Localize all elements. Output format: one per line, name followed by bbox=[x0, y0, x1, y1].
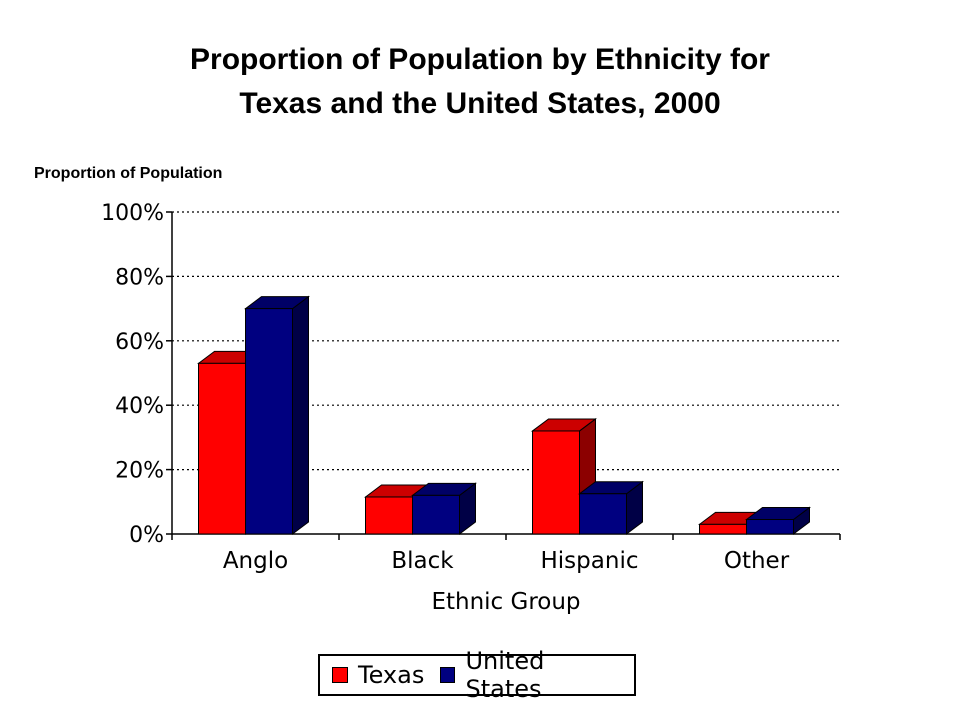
legend-label-texas: Texas bbox=[358, 661, 425, 689]
x-tick-label: Anglo bbox=[223, 548, 288, 574]
bar-united-states-black bbox=[412, 494, 460, 535]
x-tick-label: Black bbox=[391, 548, 454, 574]
y-tick-label: 100% bbox=[101, 201, 164, 226]
bar-united-states-other bbox=[746, 519, 794, 535]
y-tick-label: 40% bbox=[115, 394, 164, 419]
x-axis-label: Ethnic Group bbox=[431, 589, 580, 615]
y-tick-label: 80% bbox=[115, 265, 164, 290]
legend-swatch-united-states bbox=[440, 667, 456, 683]
legend-item-united-states: United States bbox=[440, 647, 618, 703]
bar-texas-other bbox=[699, 523, 747, 535]
bar-texas-black bbox=[365, 496, 413, 535]
chart-title-line2: Texas and the United States, 2000 bbox=[239, 87, 721, 120]
legend-label-united-states: United States bbox=[465, 647, 545, 703]
y-tick-label: 60% bbox=[115, 330, 164, 355]
bar-texas-hispanic bbox=[532, 430, 580, 535]
y-tick-label: 20% bbox=[115, 459, 164, 484]
y-axis-label: Proportion of Population bbox=[34, 165, 223, 182]
bar-texas-anglo bbox=[198, 362, 246, 535]
x-tick-label: Other bbox=[724, 548, 790, 574]
bar-chart: 0% 20% 40% 60% 80% 100% Anglo Black Hispanic Othe… bbox=[101, 201, 841, 615]
bar-united-states-anglo-side bbox=[292, 295, 309, 535]
chart-title: Proportion of Population by Ethnicity fo… bbox=[0, 38, 960, 126]
bar-united-states-anglo bbox=[245, 308, 293, 535]
y-tick-label: 0% bbox=[129, 523, 164, 548]
bar-united-states-hispanic bbox=[579, 493, 627, 535]
legend: Texas United States bbox=[318, 647, 636, 703]
x-tick-label: Hispanic bbox=[541, 548, 639, 574]
legend-swatch-texas bbox=[332, 667, 348, 683]
legend-item-texas: Texas bbox=[332, 661, 424, 689]
chart-title-line1: Proportion of Population by Ethnicity fo… bbox=[190, 43, 770, 76]
